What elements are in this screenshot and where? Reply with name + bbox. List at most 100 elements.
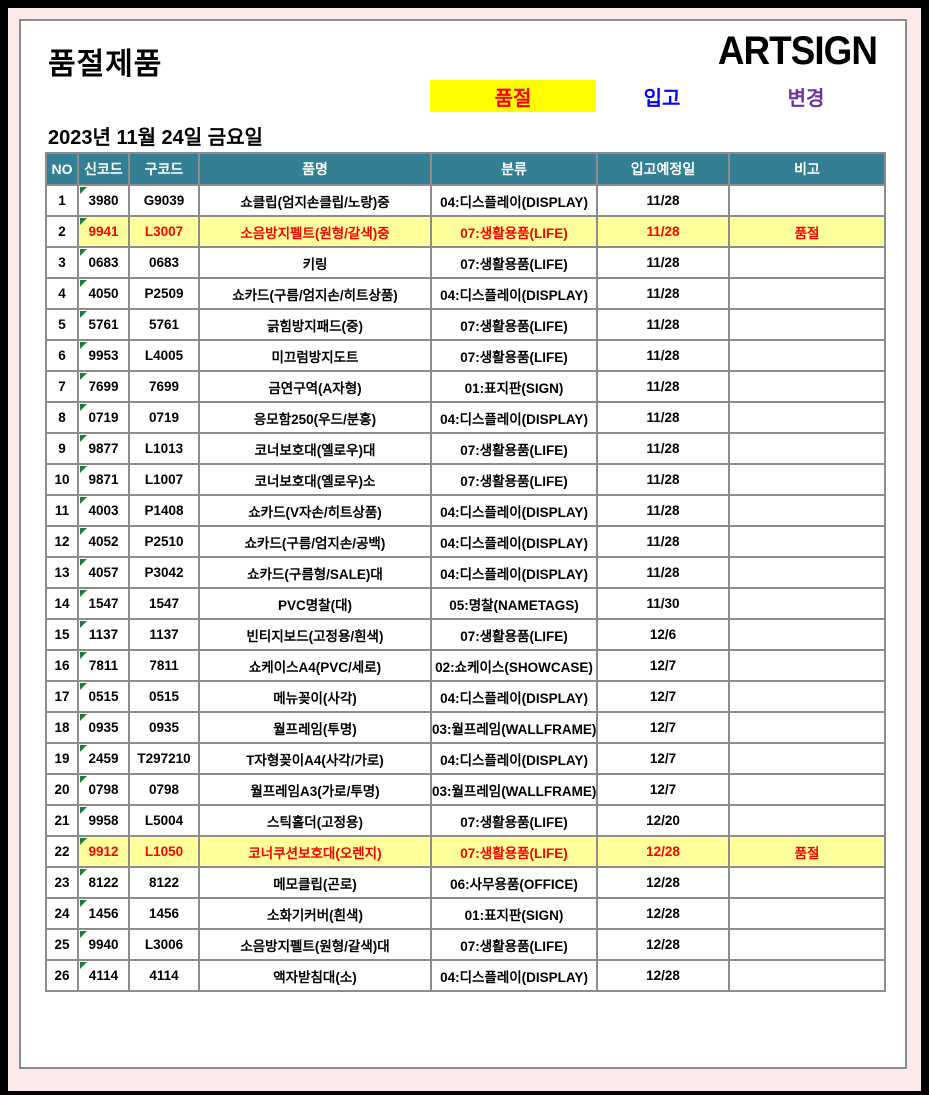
cell-old-code[interactable]: 1456 <box>128 897 200 930</box>
cell-old-code[interactable]: T297210 <box>128 742 200 775</box>
cell-no[interactable]: 24 <box>45 897 79 930</box>
cell-no[interactable]: 4 <box>45 277 79 310</box>
cell-category[interactable]: 03:월프레임(WALLFRAME) <box>430 773 598 806</box>
cell-no[interactable]: 17 <box>45 680 79 713</box>
cell-due-date[interactable]: 11/28 <box>596 339 730 372</box>
cell-product-name[interactable]: 액자받침대(소) <box>198 959 432 992</box>
cell-old-code[interactable]: 0935 <box>128 711 200 744</box>
cell-no[interactable]: 6 <box>45 339 79 372</box>
table-row[interactable]: 22 9912 L1050 코너쿠션보호대(오렌지) 07:생활용품(LIFE)… <box>45 835 886 868</box>
cell-old-code[interactable]: G9039 <box>128 184 200 217</box>
cell-due-date[interactable]: 12/7 <box>596 773 730 806</box>
cell-no[interactable]: 1 <box>45 184 79 217</box>
cell-old-code[interactable]: 0683 <box>128 246 200 279</box>
cell-new-code[interactable]: 0798 <box>77 773 130 806</box>
cell-due-date[interactable]: 11/28 <box>596 463 730 496</box>
cell-due-date[interactable]: 11/28 <box>596 432 730 465</box>
cell-note[interactable] <box>728 804 886 837</box>
cell-no[interactable]: 20 <box>45 773 79 806</box>
cell-no[interactable]: 8 <box>45 401 79 434</box>
cell-note[interactable] <box>728 711 886 744</box>
cell-due-date[interactable]: 12/28 <box>596 959 730 992</box>
cell-new-code[interactable]: 0719 <box>77 401 130 434</box>
cell-new-code[interactable]: 9877 <box>77 432 130 465</box>
cell-no[interactable]: 7 <box>45 370 79 403</box>
cell-new-code[interactable]: 7811 <box>77 649 130 682</box>
cell-category[interactable]: 05:명찰(NAMETAGS) <box>430 587 598 620</box>
cell-category[interactable]: 07:생활용품(LIFE) <box>430 618 598 651</box>
cell-product-name[interactable]: 코너쿠션보호대(오렌지) <box>198 835 432 868</box>
cell-product-name[interactable]: 쇼클립(엄지손클립/노랑)중 <box>198 184 432 217</box>
cell-product-name[interactable]: 메모클립(곤로) <box>198 866 432 899</box>
cell-no[interactable]: 14 <box>45 587 79 620</box>
cell-due-date[interactable]: 12/28 <box>596 897 730 930</box>
cell-due-date[interactable]: 12/7 <box>596 649 730 682</box>
cell-due-date[interactable]: 11/28 <box>596 525 730 558</box>
cell-due-date[interactable]: 12/7 <box>596 742 730 775</box>
cell-no[interactable]: 16 <box>45 649 79 682</box>
table-row[interactable]: 26 4114 4114 액자받침대(소) 04:디스플레이(DISPLAY) … <box>45 959 886 992</box>
cell-no[interactable]: 19 <box>45 742 79 775</box>
cell-no[interactable]: 2 <box>45 215 79 248</box>
table-row[interactable]: 2 9941 L3007 소음방지펠트(원형/갈색)중 07:생활용품(LIFE… <box>45 215 886 248</box>
cell-old-code[interactable]: 4114 <box>128 959 200 992</box>
cell-new-code[interactable]: 4114 <box>77 959 130 992</box>
cell-due-date[interactable]: 11/28 <box>596 308 730 341</box>
cell-note[interactable] <box>728 587 886 620</box>
cell-new-code[interactable]: 2459 <box>77 742 130 775</box>
cell-product-name[interactable]: 미끄럼방지도트 <box>198 339 432 372</box>
cell-category[interactable]: 07:생활용품(LIFE) <box>430 339 598 372</box>
cell-old-code[interactable]: P2509 <box>128 277 200 310</box>
cell-due-date[interactable]: 12/20 <box>596 804 730 837</box>
table-row[interactable]: 7 7699 7699 금연구역(A자형) 01:표지판(SIGN) 11/28 <box>45 370 886 403</box>
cell-category[interactable]: 07:생활용품(LIFE) <box>430 215 598 248</box>
cell-new-code[interactable]: 4052 <box>77 525 130 558</box>
cell-due-date[interactable]: 11/28 <box>596 215 730 248</box>
cell-old-code[interactable]: P3042 <box>128 556 200 589</box>
cell-product-name[interactable]: 코너보호대(옐로우)대 <box>198 432 432 465</box>
cell-no[interactable]: 12 <box>45 525 79 558</box>
cell-note[interactable] <box>728 618 886 651</box>
table-row[interactable]: 10 9871 L1007 코너보호대(옐로우)소 07:생활용품(LIFE) … <box>45 463 886 496</box>
cell-note[interactable] <box>728 277 886 310</box>
cell-new-code[interactable]: 1547 <box>77 587 130 620</box>
cell-due-date[interactable]: 11/30 <box>596 587 730 620</box>
cell-category[interactable]: 04:디스플레이(DISPLAY) <box>430 742 598 775</box>
cell-due-date[interactable]: 12/28 <box>596 928 730 961</box>
cell-old-code[interactable]: L1007 <box>128 463 200 496</box>
cell-due-date[interactable]: 11/28 <box>596 246 730 279</box>
cell-category[interactable]: 04:디스플레이(DISPLAY) <box>430 494 598 527</box>
cell-product-name[interactable]: 키링 <box>198 246 432 279</box>
table-row[interactable]: 25 9940 L3006 소음방지펠트(원형/갈색)대 07:생활용품(LIF… <box>45 928 886 961</box>
cell-due-date[interactable]: 12/28 <box>596 866 730 899</box>
cell-new-code[interactable]: 0683 <box>77 246 130 279</box>
cell-old-code[interactable]: L3006 <box>128 928 200 961</box>
cell-note[interactable] <box>728 184 886 217</box>
table-row[interactable]: 3 0683 0683 키링 07:생활용품(LIFE) 11/28 <box>45 246 886 279</box>
cell-new-code[interactable]: 4003 <box>77 494 130 527</box>
cell-new-code[interactable]: 9912 <box>77 835 130 868</box>
cell-due-date[interactable]: 11/28 <box>596 184 730 217</box>
table-row[interactable]: 15 1137 1137 빈티지보드(고정용/흰색) 07:생활용품(LIFE)… <box>45 618 886 651</box>
table-row[interactable]: 13 4057 P3042 쇼카드(구름형/SALE)대 04:디스플레이(DI… <box>45 556 886 589</box>
cell-no[interactable]: 10 <box>45 463 79 496</box>
table-row[interactable]: 9 9877 L1013 코너보호대(옐로우)대 07:생활용품(LIFE) 1… <box>45 432 886 465</box>
cell-note[interactable]: 품절 <box>728 215 886 248</box>
cell-new-code[interactable]: 3980 <box>77 184 130 217</box>
cell-due-date[interactable]: 11/28 <box>596 370 730 403</box>
cell-new-code[interactable]: 1137 <box>77 618 130 651</box>
cell-category[interactable]: 01:표지판(SIGN) <box>430 897 598 930</box>
cell-note[interactable]: 품절 <box>728 835 886 868</box>
cell-note[interactable] <box>728 773 886 806</box>
cell-category[interactable]: 07:생활용품(LIFE) <box>430 308 598 341</box>
cell-note[interactable] <box>728 494 886 527</box>
cell-product-name[interactable]: 메뉴꽂이(사각) <box>198 680 432 713</box>
table-row[interactable]: 8 0719 0719 응모함250(우드/분홍) 04:디스플레이(DISPL… <box>45 401 886 434</box>
cell-due-date[interactable]: 11/28 <box>596 277 730 310</box>
cell-category[interactable]: 02:쇼케이스(SHOWCASE) <box>430 649 598 682</box>
cell-category[interactable]: 06:사무용품(OFFICE) <box>430 866 598 899</box>
cell-due-date[interactable]: 12/28 <box>596 835 730 868</box>
cell-category[interactable]: 07:생활용품(LIFE) <box>430 246 598 279</box>
cell-category[interactable]: 04:디스플레이(DISPLAY) <box>430 680 598 713</box>
table-row[interactable]: 16 7811 7811 쇼케이스A4(PVC/세로) 02:쇼케이스(SHOW… <box>45 649 886 682</box>
